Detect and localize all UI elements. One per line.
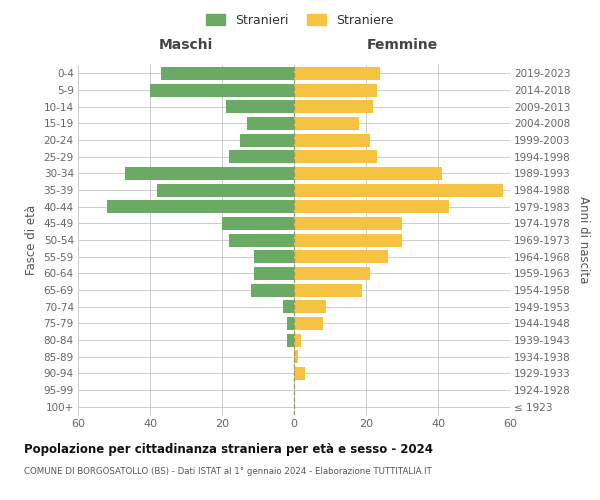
Bar bbox=[247, 117, 294, 130]
Bar bbox=[294, 317, 323, 330]
Bar bbox=[294, 84, 377, 96]
Y-axis label: Anni di nascita: Anni di nascita bbox=[577, 196, 590, 284]
Bar bbox=[254, 250, 294, 263]
Bar bbox=[294, 67, 380, 80]
Bar bbox=[287, 334, 294, 346]
Y-axis label: Fasce di età: Fasce di età bbox=[25, 205, 38, 275]
Legend: Stranieri, Straniere: Stranieri, Straniere bbox=[202, 8, 398, 32]
Bar bbox=[294, 300, 326, 313]
Bar bbox=[150, 84, 294, 96]
Bar bbox=[287, 317, 294, 330]
Bar bbox=[157, 184, 294, 196]
Bar bbox=[125, 167, 294, 180]
Bar bbox=[229, 150, 294, 163]
Bar bbox=[107, 200, 294, 213]
Bar bbox=[222, 217, 294, 230]
Bar bbox=[226, 100, 294, 113]
Text: Popolazione per cittadinanza straniera per età e sesso - 2024: Popolazione per cittadinanza straniera p… bbox=[24, 442, 433, 456]
Bar bbox=[294, 284, 362, 296]
Bar bbox=[294, 334, 301, 346]
Text: Maschi: Maschi bbox=[159, 38, 213, 52]
Text: COMUNE DI BORGOSATOLLO (BS) - Dati ISTAT al 1° gennaio 2024 - Elaborazione TUTTI: COMUNE DI BORGOSATOLLO (BS) - Dati ISTAT… bbox=[24, 468, 432, 476]
Bar bbox=[294, 134, 370, 146]
Bar bbox=[294, 367, 305, 380]
Bar bbox=[294, 184, 503, 196]
Bar bbox=[294, 234, 402, 246]
Bar bbox=[294, 100, 373, 113]
Bar bbox=[294, 167, 442, 180]
Bar bbox=[294, 150, 377, 163]
Bar bbox=[294, 217, 402, 230]
Bar bbox=[283, 300, 294, 313]
Bar bbox=[294, 350, 298, 363]
Bar bbox=[229, 234, 294, 246]
Bar bbox=[294, 267, 370, 280]
Bar bbox=[240, 134, 294, 146]
Bar bbox=[254, 267, 294, 280]
Bar bbox=[294, 250, 388, 263]
Bar bbox=[294, 117, 359, 130]
Text: Femmine: Femmine bbox=[367, 38, 437, 52]
Bar bbox=[251, 284, 294, 296]
Bar bbox=[294, 200, 449, 213]
Bar bbox=[161, 67, 294, 80]
